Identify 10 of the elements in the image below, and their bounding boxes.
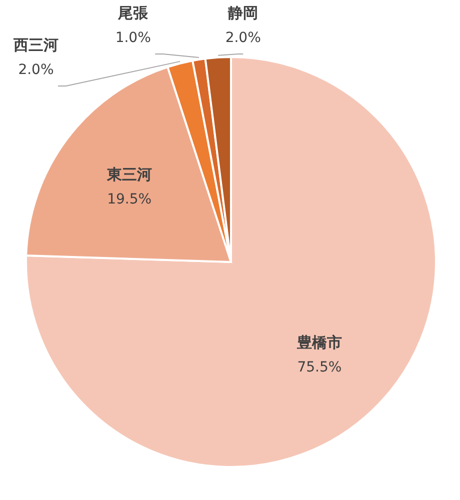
data-label: 1.0%: [115, 30, 151, 46]
slice-label: 静岡: [227, 4, 258, 22]
slice-label: 西三河: [12, 36, 58, 54]
data-label: 75.5%: [297, 359, 342, 376]
slice-label: 東三河: [106, 166, 152, 184]
slice-label: 豊橋市: [296, 333, 342, 352]
slice-label: 尾張: [117, 4, 150, 22]
data-label: 19.5%: [107, 192, 152, 208]
data-label: 2.0%: [225, 30, 261, 46]
data-label: 2.0%: [18, 62, 54, 78]
